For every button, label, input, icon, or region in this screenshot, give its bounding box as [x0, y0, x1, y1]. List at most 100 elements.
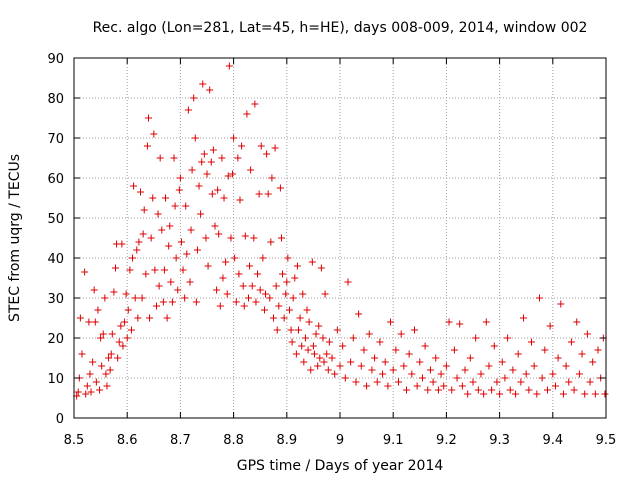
data-point [108, 330, 116, 338]
data-point [347, 358, 355, 366]
data-point [482, 318, 490, 326]
data-point [421, 342, 429, 350]
data-point [92, 378, 100, 386]
data-point [209, 146, 217, 154]
data-point [225, 62, 233, 70]
data-point [488, 386, 496, 394]
data-point [86, 370, 94, 378]
data-point [137, 188, 144, 196]
data-point [267, 238, 275, 246]
data-point [307, 366, 315, 374]
data-point [115, 338, 123, 346]
data-point [211, 222, 219, 230]
data-point [114, 354, 122, 362]
data-point [259, 254, 267, 262]
x-tick-label: 9.2 [436, 433, 457, 448]
x-tick-label: 9.1 [383, 433, 404, 448]
data-point [506, 386, 514, 394]
y-tick-label: 40 [47, 252, 64, 267]
data-point [300, 358, 308, 366]
data-point [105, 354, 113, 362]
data-point [250, 234, 258, 242]
data-point [122, 290, 130, 298]
data-point [172, 254, 180, 262]
data-point [299, 290, 307, 298]
data-point [87, 388, 95, 396]
data-point [530, 362, 538, 370]
data-point [227, 234, 235, 242]
data-point [405, 350, 413, 358]
data-point [81, 268, 89, 276]
data-point [321, 290, 329, 298]
data-point [298, 342, 306, 350]
data-point [168, 298, 176, 306]
y-tick-label: 50 [47, 212, 64, 227]
data-point [319, 334, 327, 342]
data-point [277, 234, 285, 242]
data-point [450, 346, 458, 354]
data-point [229, 170, 237, 178]
data-point [333, 326, 341, 334]
data-point [127, 326, 135, 334]
data-point [252, 298, 260, 306]
data-point [232, 298, 240, 306]
data-point [234, 154, 242, 162]
data-point [123, 334, 131, 342]
data-point [341, 374, 349, 382]
data-point [121, 318, 129, 326]
data-point [263, 150, 271, 158]
data-point [110, 288, 118, 296]
data-point [117, 322, 125, 330]
data-point [191, 134, 199, 142]
data-point [496, 390, 504, 398]
data-point [520, 314, 528, 322]
data-point [373, 378, 381, 386]
data-point [325, 338, 333, 346]
y-tick-label: 30 [47, 292, 64, 307]
data-point [246, 262, 254, 270]
data-point [384, 382, 392, 390]
data-point [111, 264, 119, 272]
data-point [310, 350, 318, 358]
data-point [151, 266, 159, 274]
data-point [262, 290, 270, 298]
data-point [601, 390, 609, 398]
data-point [231, 254, 239, 262]
data-point [440, 382, 448, 390]
data-point [312, 330, 320, 338]
data-point [220, 194, 228, 202]
data-point [549, 370, 557, 378]
x-tick-label: 9 [336, 433, 344, 448]
data-point [167, 278, 175, 286]
data-point [387, 318, 395, 326]
data-point [179, 266, 187, 274]
data-point [308, 258, 316, 266]
data-point [289, 294, 297, 302]
data-point [434, 386, 442, 394]
data-point [268, 174, 276, 182]
data-point [192, 298, 200, 306]
chart-title: Rec. algo (Lon=281, Lat=45, h=HE), days … [93, 20, 588, 36]
data-point [528, 338, 536, 346]
data-point [174, 286, 182, 294]
data-point [458, 382, 466, 390]
data-point [255, 190, 263, 198]
x-tick-label: 9.4 [542, 433, 563, 448]
data-point [589, 358, 597, 366]
data-point [490, 342, 498, 350]
data-point [82, 390, 90, 398]
x-tick-label: 8.9 [276, 433, 297, 448]
data-point [512, 390, 520, 398]
data-point [464, 390, 472, 398]
data-point [131, 294, 139, 302]
data-point [363, 382, 371, 390]
data-point [184, 106, 192, 114]
data-point [119, 342, 127, 350]
data-point [181, 294, 189, 302]
data-point [324, 366, 332, 374]
data-point [320, 358, 328, 366]
data-point [392, 346, 400, 354]
data-point [543, 386, 551, 394]
data-point [188, 166, 196, 174]
data-point [309, 342, 317, 350]
